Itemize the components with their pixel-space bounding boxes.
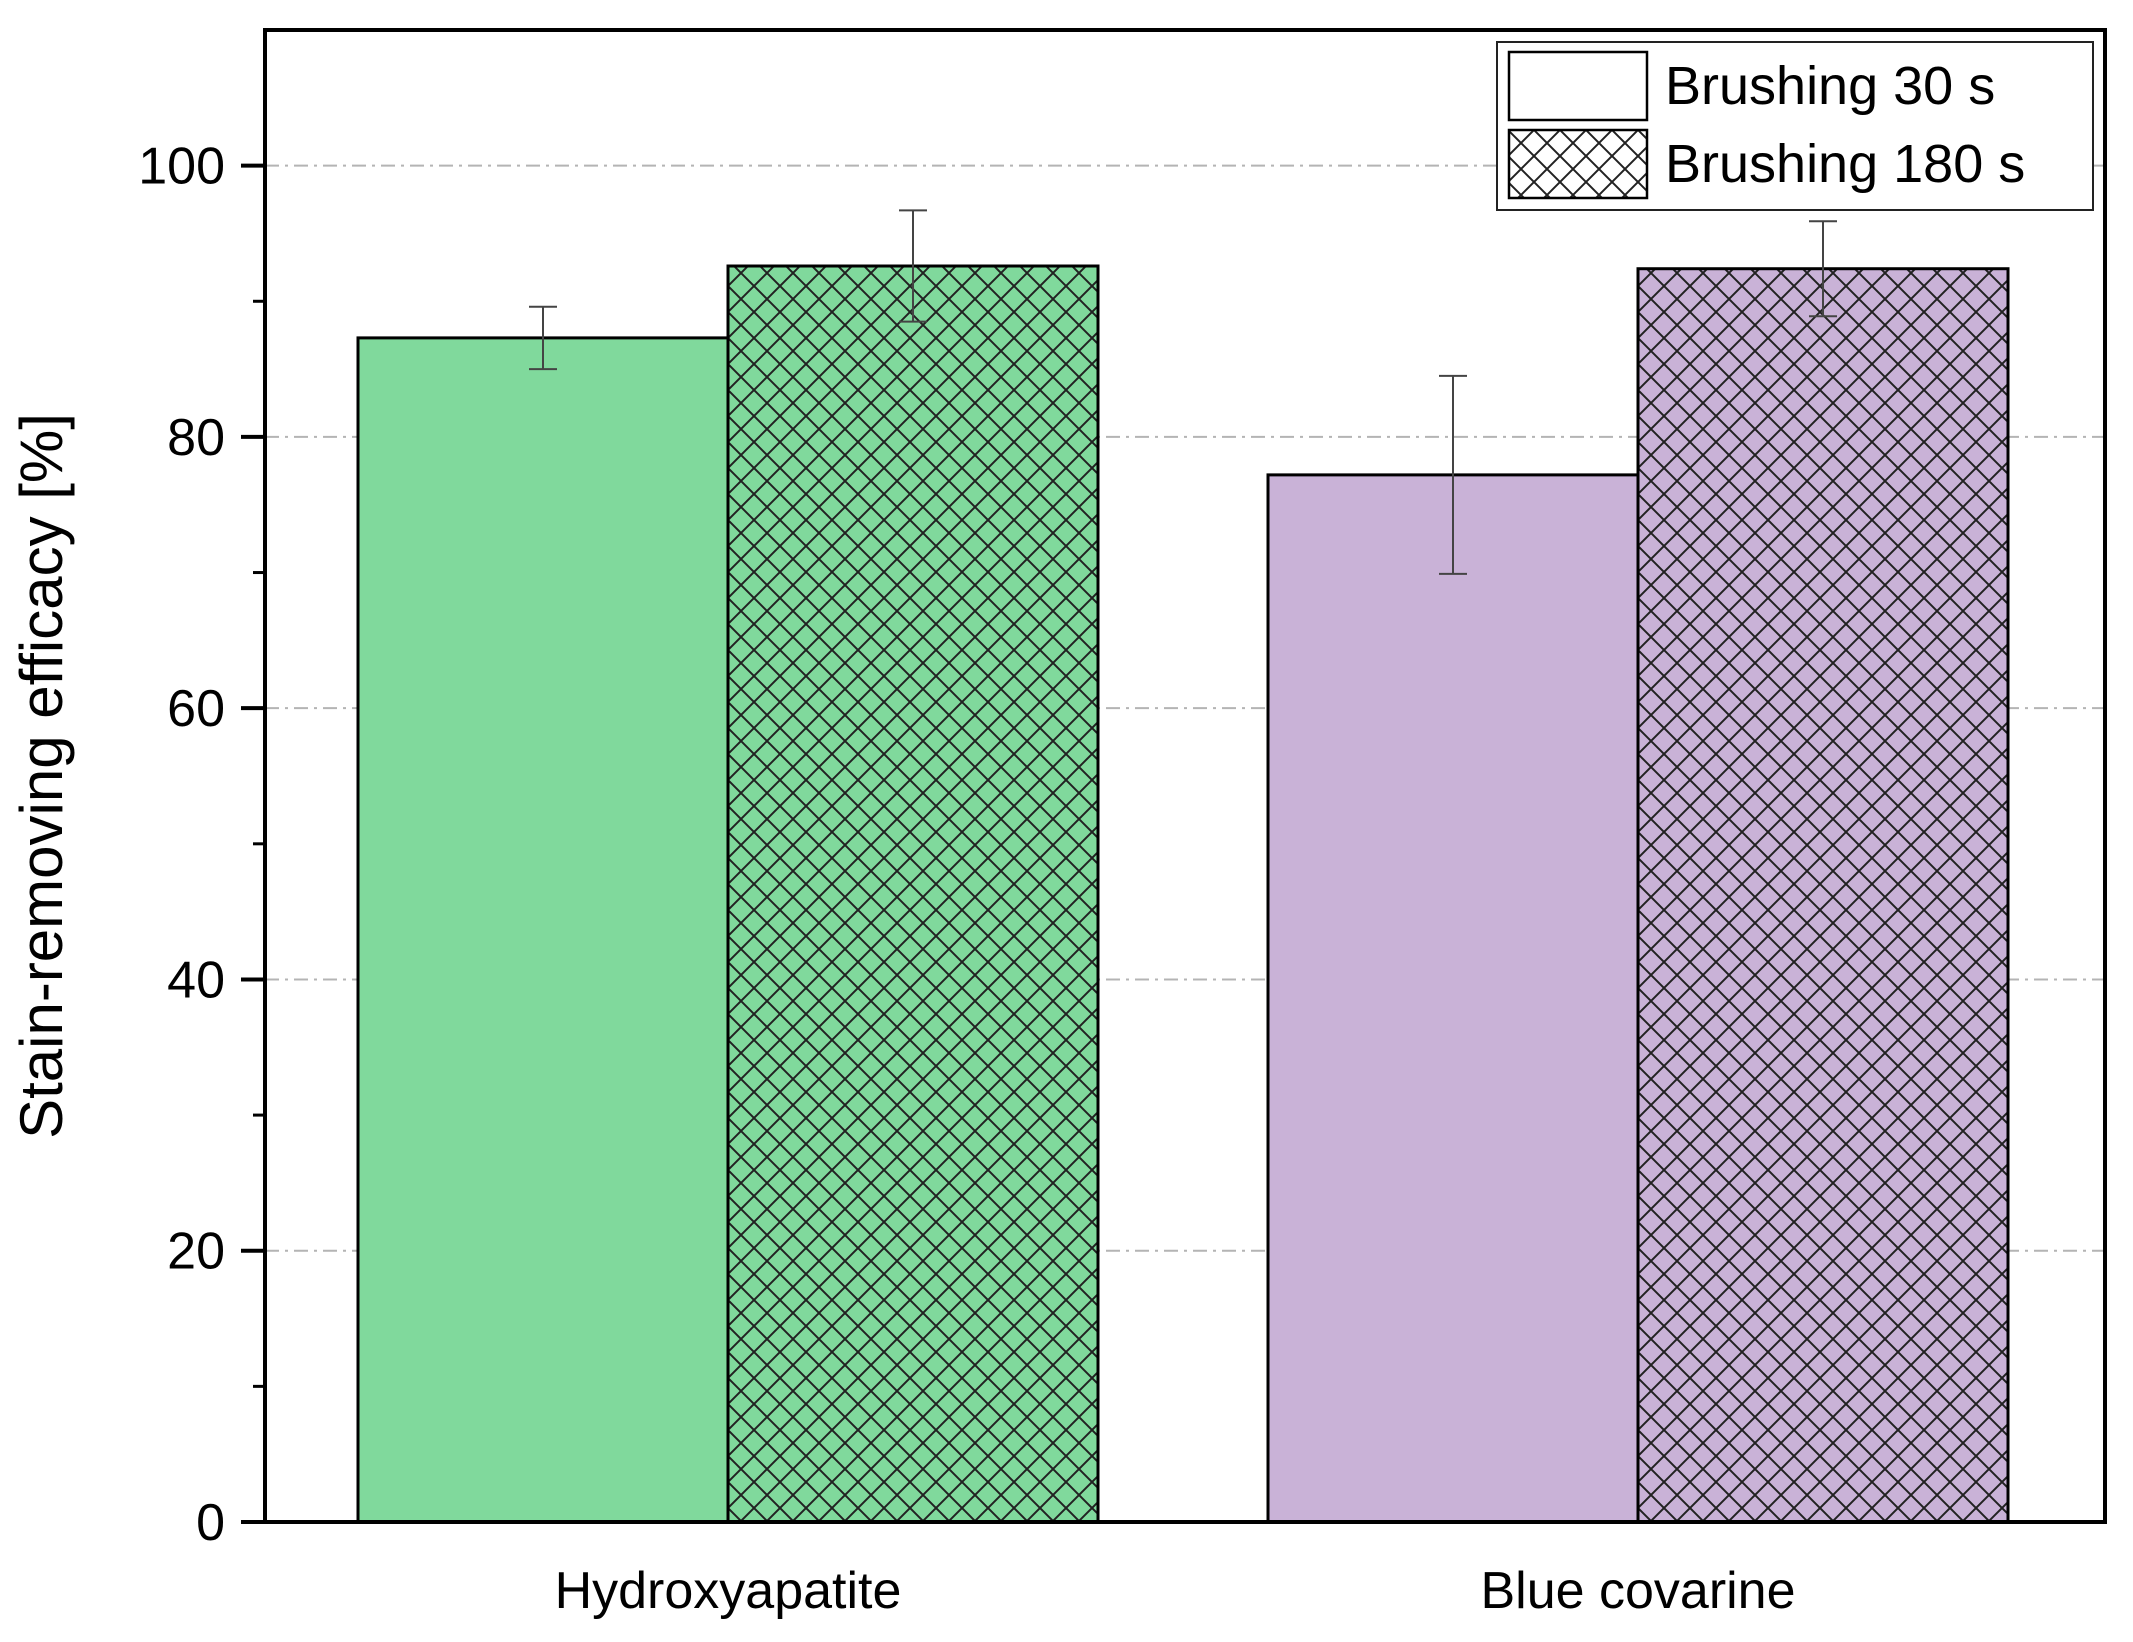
legend-swatch <box>1507 50 1649 122</box>
x-tick-label: Blue covarine <box>1480 1562 1795 1620</box>
bar-0-1-hatch <box>728 266 1098 1522</box>
grid-lines <box>265 164 2105 1252</box>
axes <box>241 28 2107 1524</box>
bar-1-1-hatch <box>1638 268 2008 1523</box>
legend-label: Brushing 30 s <box>1665 56 1995 116</box>
y-tick-label: 0 <box>196 1494 225 1552</box>
bars <box>356 264 2010 1524</box>
y-tick-label: 60 <box>167 680 225 738</box>
y-tick-label: 40 <box>167 951 225 1009</box>
legend-swatch <box>1507 128 1649 200</box>
bar-1-0-fill <box>1268 474 1638 1523</box>
x-tick-label: Hydroxyapatite <box>555 1562 902 1620</box>
axis-labels: Stain-removing efficacy [%] Hydroxyapati… <box>8 138 1796 1620</box>
y-axis-label: Stain-removing efficacy [%] <box>8 413 75 1139</box>
error-bars <box>529 209 1837 575</box>
legend: Brushing 30 s Brushing 180 s <box>1496 41 2094 211</box>
y-tick-label: 20 <box>167 1223 225 1281</box>
y-tick-label: 80 <box>167 409 225 467</box>
plot-frame <box>263 28 2107 1524</box>
bar-0-0-fill <box>358 337 728 1522</box>
legend-swatch-hatch <box>1509 130 1647 198</box>
y-tick-label: 100 <box>138 138 225 196</box>
legend-label: Brushing 180 s <box>1665 134 2025 194</box>
